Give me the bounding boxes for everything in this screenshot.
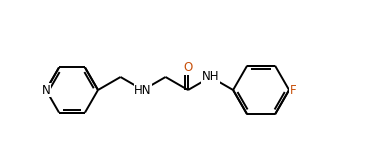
Text: F: F (290, 84, 297, 96)
Text: HN: HN (134, 84, 152, 96)
Text: O: O (183, 61, 193, 74)
Text: NH: NH (202, 70, 219, 84)
Text: N: N (42, 84, 50, 96)
